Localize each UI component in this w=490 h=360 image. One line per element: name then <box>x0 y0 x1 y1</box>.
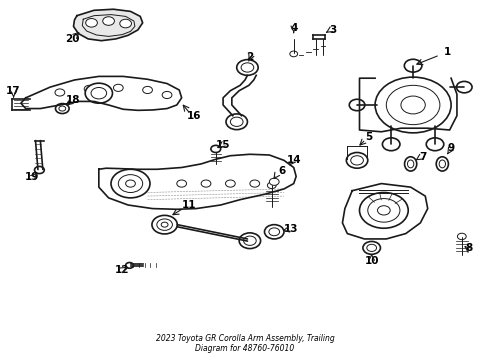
Text: 8: 8 <box>466 243 473 253</box>
Ellipse shape <box>405 157 417 171</box>
Text: 1: 1 <box>443 47 451 57</box>
Circle shape <box>34 166 44 174</box>
Circle shape <box>157 219 172 230</box>
Circle shape <box>382 138 400 151</box>
Circle shape <box>103 17 115 25</box>
Text: 9: 9 <box>447 143 454 153</box>
Circle shape <box>367 244 376 251</box>
Circle shape <box>86 18 98 27</box>
Text: 10: 10 <box>365 256 379 266</box>
Ellipse shape <box>439 160 445 168</box>
Circle shape <box>55 104 69 113</box>
Text: 4: 4 <box>290 23 297 33</box>
Circle shape <box>59 106 66 111</box>
Text: 17: 17 <box>6 86 21 96</box>
Circle shape <box>114 84 123 91</box>
Circle shape <box>118 175 143 193</box>
Circle shape <box>201 180 211 187</box>
Circle shape <box>346 153 368 168</box>
Text: 6: 6 <box>278 166 285 176</box>
Circle shape <box>162 91 172 99</box>
Circle shape <box>270 178 279 185</box>
Circle shape <box>143 86 152 94</box>
Circle shape <box>363 242 380 254</box>
Text: 2: 2 <box>246 52 253 62</box>
Text: 15: 15 <box>216 140 230 150</box>
Text: 3: 3 <box>329 25 336 35</box>
Circle shape <box>230 117 243 126</box>
Circle shape <box>225 180 235 187</box>
Circle shape <box>458 233 466 240</box>
Circle shape <box>360 193 408 228</box>
Circle shape <box>349 99 365 111</box>
Circle shape <box>91 87 107 99</box>
Circle shape <box>265 225 284 239</box>
Text: 11: 11 <box>182 200 196 210</box>
Text: 5: 5 <box>366 132 373 142</box>
Polygon shape <box>74 9 143 41</box>
Circle shape <box>368 199 400 222</box>
Circle shape <box>386 85 440 125</box>
Circle shape <box>241 63 254 72</box>
Circle shape <box>111 169 150 198</box>
Text: 16: 16 <box>187 111 201 121</box>
Circle shape <box>211 145 220 153</box>
Circle shape <box>239 233 261 249</box>
Ellipse shape <box>436 157 448 171</box>
Circle shape <box>85 83 113 103</box>
Text: 20: 20 <box>65 34 79 44</box>
Text: 19: 19 <box>24 172 39 182</box>
Circle shape <box>125 180 135 187</box>
Text: 13: 13 <box>284 224 298 234</box>
Circle shape <box>84 85 94 93</box>
Circle shape <box>161 222 168 227</box>
Circle shape <box>290 51 297 57</box>
Polygon shape <box>21 76 182 111</box>
Text: 14: 14 <box>287 156 301 165</box>
Text: 12: 12 <box>115 265 129 275</box>
Circle shape <box>351 156 364 165</box>
Circle shape <box>226 114 247 130</box>
Text: 2023 Toyota GR Corolla Arm Assembly, Trailing
Diagram for 48760-76010: 2023 Toyota GR Corolla Arm Assembly, Tra… <box>156 334 334 353</box>
Circle shape <box>377 206 390 215</box>
Circle shape <box>120 19 131 28</box>
Circle shape <box>375 77 451 133</box>
Circle shape <box>244 236 256 246</box>
Circle shape <box>268 182 276 189</box>
Ellipse shape <box>408 160 414 168</box>
Circle shape <box>457 81 472 93</box>
Circle shape <box>250 180 260 187</box>
Circle shape <box>426 138 444 151</box>
Circle shape <box>177 180 187 187</box>
Circle shape <box>401 96 425 114</box>
Circle shape <box>404 59 422 72</box>
Circle shape <box>55 89 65 96</box>
Text: 18: 18 <box>66 95 81 105</box>
Text: 7: 7 <box>419 152 426 162</box>
Circle shape <box>125 262 133 268</box>
Circle shape <box>237 60 258 75</box>
Circle shape <box>152 215 177 234</box>
Polygon shape <box>343 184 428 239</box>
Circle shape <box>269 228 280 236</box>
